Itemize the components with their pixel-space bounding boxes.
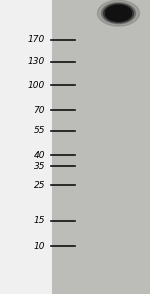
Text: 35: 35 (33, 162, 45, 171)
Text: 170: 170 (28, 35, 45, 44)
Text: 15: 15 (33, 216, 45, 225)
Text: 40: 40 (33, 151, 45, 160)
Ellipse shape (103, 4, 134, 23)
Text: 10: 10 (33, 242, 45, 251)
Ellipse shape (98, 0, 140, 26)
Text: 55: 55 (33, 126, 45, 135)
FancyBboxPatch shape (52, 0, 150, 294)
Text: 70: 70 (33, 106, 45, 115)
Ellipse shape (105, 5, 132, 21)
Text: 25: 25 (33, 181, 45, 190)
Ellipse shape (101, 3, 136, 24)
Text: 100: 100 (28, 81, 45, 90)
Text: 130: 130 (28, 57, 45, 66)
